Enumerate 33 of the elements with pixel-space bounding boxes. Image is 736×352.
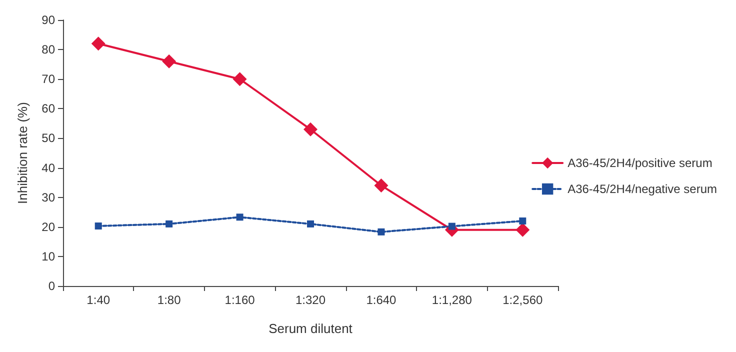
point: [91, 36, 106, 51]
x-axis-title: Serum dilutent: [268, 321, 353, 336]
y-tick-label: 80: [42, 42, 56, 57]
y-tick-label: 60: [42, 102, 56, 116]
y-tick-label: 40: [42, 160, 56, 175]
point: [307, 220, 314, 228]
point: [304, 122, 318, 136]
x-tick-label: 1:640: [366, 293, 397, 307]
y-tick-label: 70: [42, 72, 56, 86]
y-tick-label: 0: [48, 279, 56, 293]
legend-label: A36-45/2H4/negative serum: [568, 182, 718, 196]
point: [94, 222, 102, 230]
legend-label: A36-45/2H4/positive serum: [568, 156, 712, 170]
point: [162, 54, 176, 68]
point: [236, 214, 244, 221]
y-axis-title: Inhibition rate (%): [15, 102, 30, 204]
x-tick-label: 1:2,560: [502, 293, 543, 307]
point: [378, 228, 385, 236]
point: [516, 222, 530, 237]
y-tick-label: 10: [42, 249, 56, 264]
x-tick-label: 1:160: [224, 293, 256, 307]
x-tick-label: 1:320: [295, 293, 326, 307]
y-tick-label: 30: [42, 190, 56, 204]
x-tick-label: 1:1,280: [432, 293, 472, 307]
point: [232, 72, 247, 86]
point: [166, 220, 173, 228]
x-tick-label: 1:40: [86, 293, 110, 307]
point: [519, 217, 526, 224]
y-tick-label: 20: [42, 220, 56, 234]
y-tick-label: 50: [42, 131, 56, 146]
point: [374, 178, 388, 193]
x-tick-label: 1:80: [157, 293, 182, 307]
y-tick-label: 90: [42, 13, 56, 27]
